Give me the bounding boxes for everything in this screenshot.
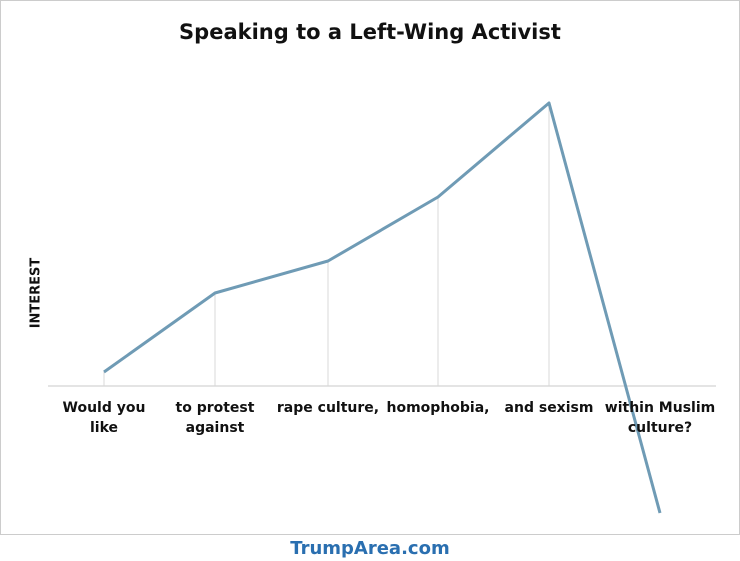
y-axis-label: INTEREST — [29, 258, 44, 329]
footer: TrumpArea.com — [290, 538, 450, 559]
x-tick-label: rape culture, — [276, 400, 380, 416]
chart-title: Speaking to a Left-Wing Activist — [179, 20, 561, 44]
x-tick-label: and sexism — [504, 400, 594, 416]
frame — [0, 0, 740, 535]
x-tick-label: Would you like — [62, 400, 146, 436]
line-series — [103, 101, 662, 514]
x-tick-label: homophobia, — [386, 400, 490, 416]
x-tick-label: within Muslim culture? — [604, 400, 716, 436]
x-tick-label: to protest against — [175, 400, 255, 436]
